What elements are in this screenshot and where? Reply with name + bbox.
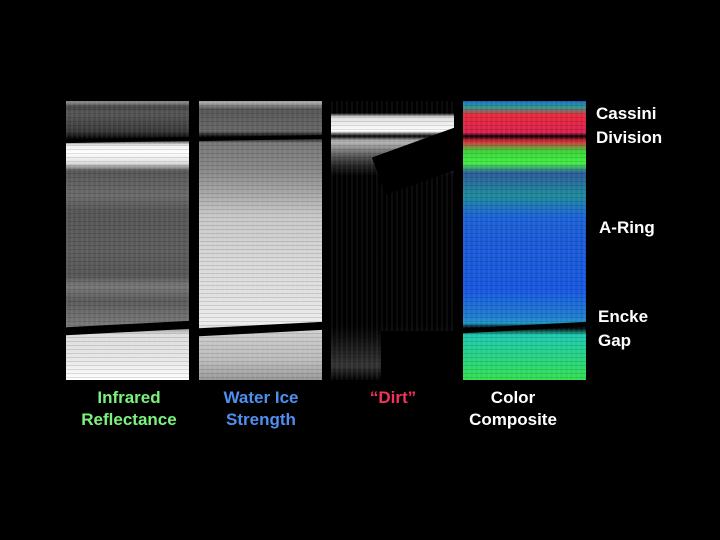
annotation-line-2: Division [596, 128, 663, 147]
annotation-encke-gap: Encke Gap [598, 305, 648, 353]
annotation-line-2: Gap [598, 331, 632, 350]
label-line-1: Infrared [97, 388, 161, 407]
label-line-2: Reflectance [81, 410, 177, 429]
label-line-1: “Dirt” [369, 388, 417, 407]
label-line-1: Water Ice [223, 388, 299, 407]
annotation-line-1: Encke [598, 307, 649, 326]
label-dirt: “Dirt” [323, 387, 463, 409]
label-water-ice-strength: Water Ice Strength [191, 387, 331, 431]
label-line-2: Composite [469, 410, 557, 429]
label-line-2: Strength [226, 410, 296, 429]
annotation-cassini-division: Cassini Division [596, 102, 662, 150]
annotation-a-ring: A-Ring [599, 218, 655, 237]
annotation-line-1: Cassini [596, 104, 657, 123]
label-infrared-reflectance: Infrared Reflectance [59, 387, 199, 431]
panel-dirt [331, 101, 454, 380]
panel-infrared [66, 101, 189, 380]
label-line-1: Color [490, 388, 536, 407]
panel-water-ice [199, 101, 322, 380]
label-color-composite: Color Composite [443, 387, 583, 431]
panel-color-composite [463, 101, 586, 380]
